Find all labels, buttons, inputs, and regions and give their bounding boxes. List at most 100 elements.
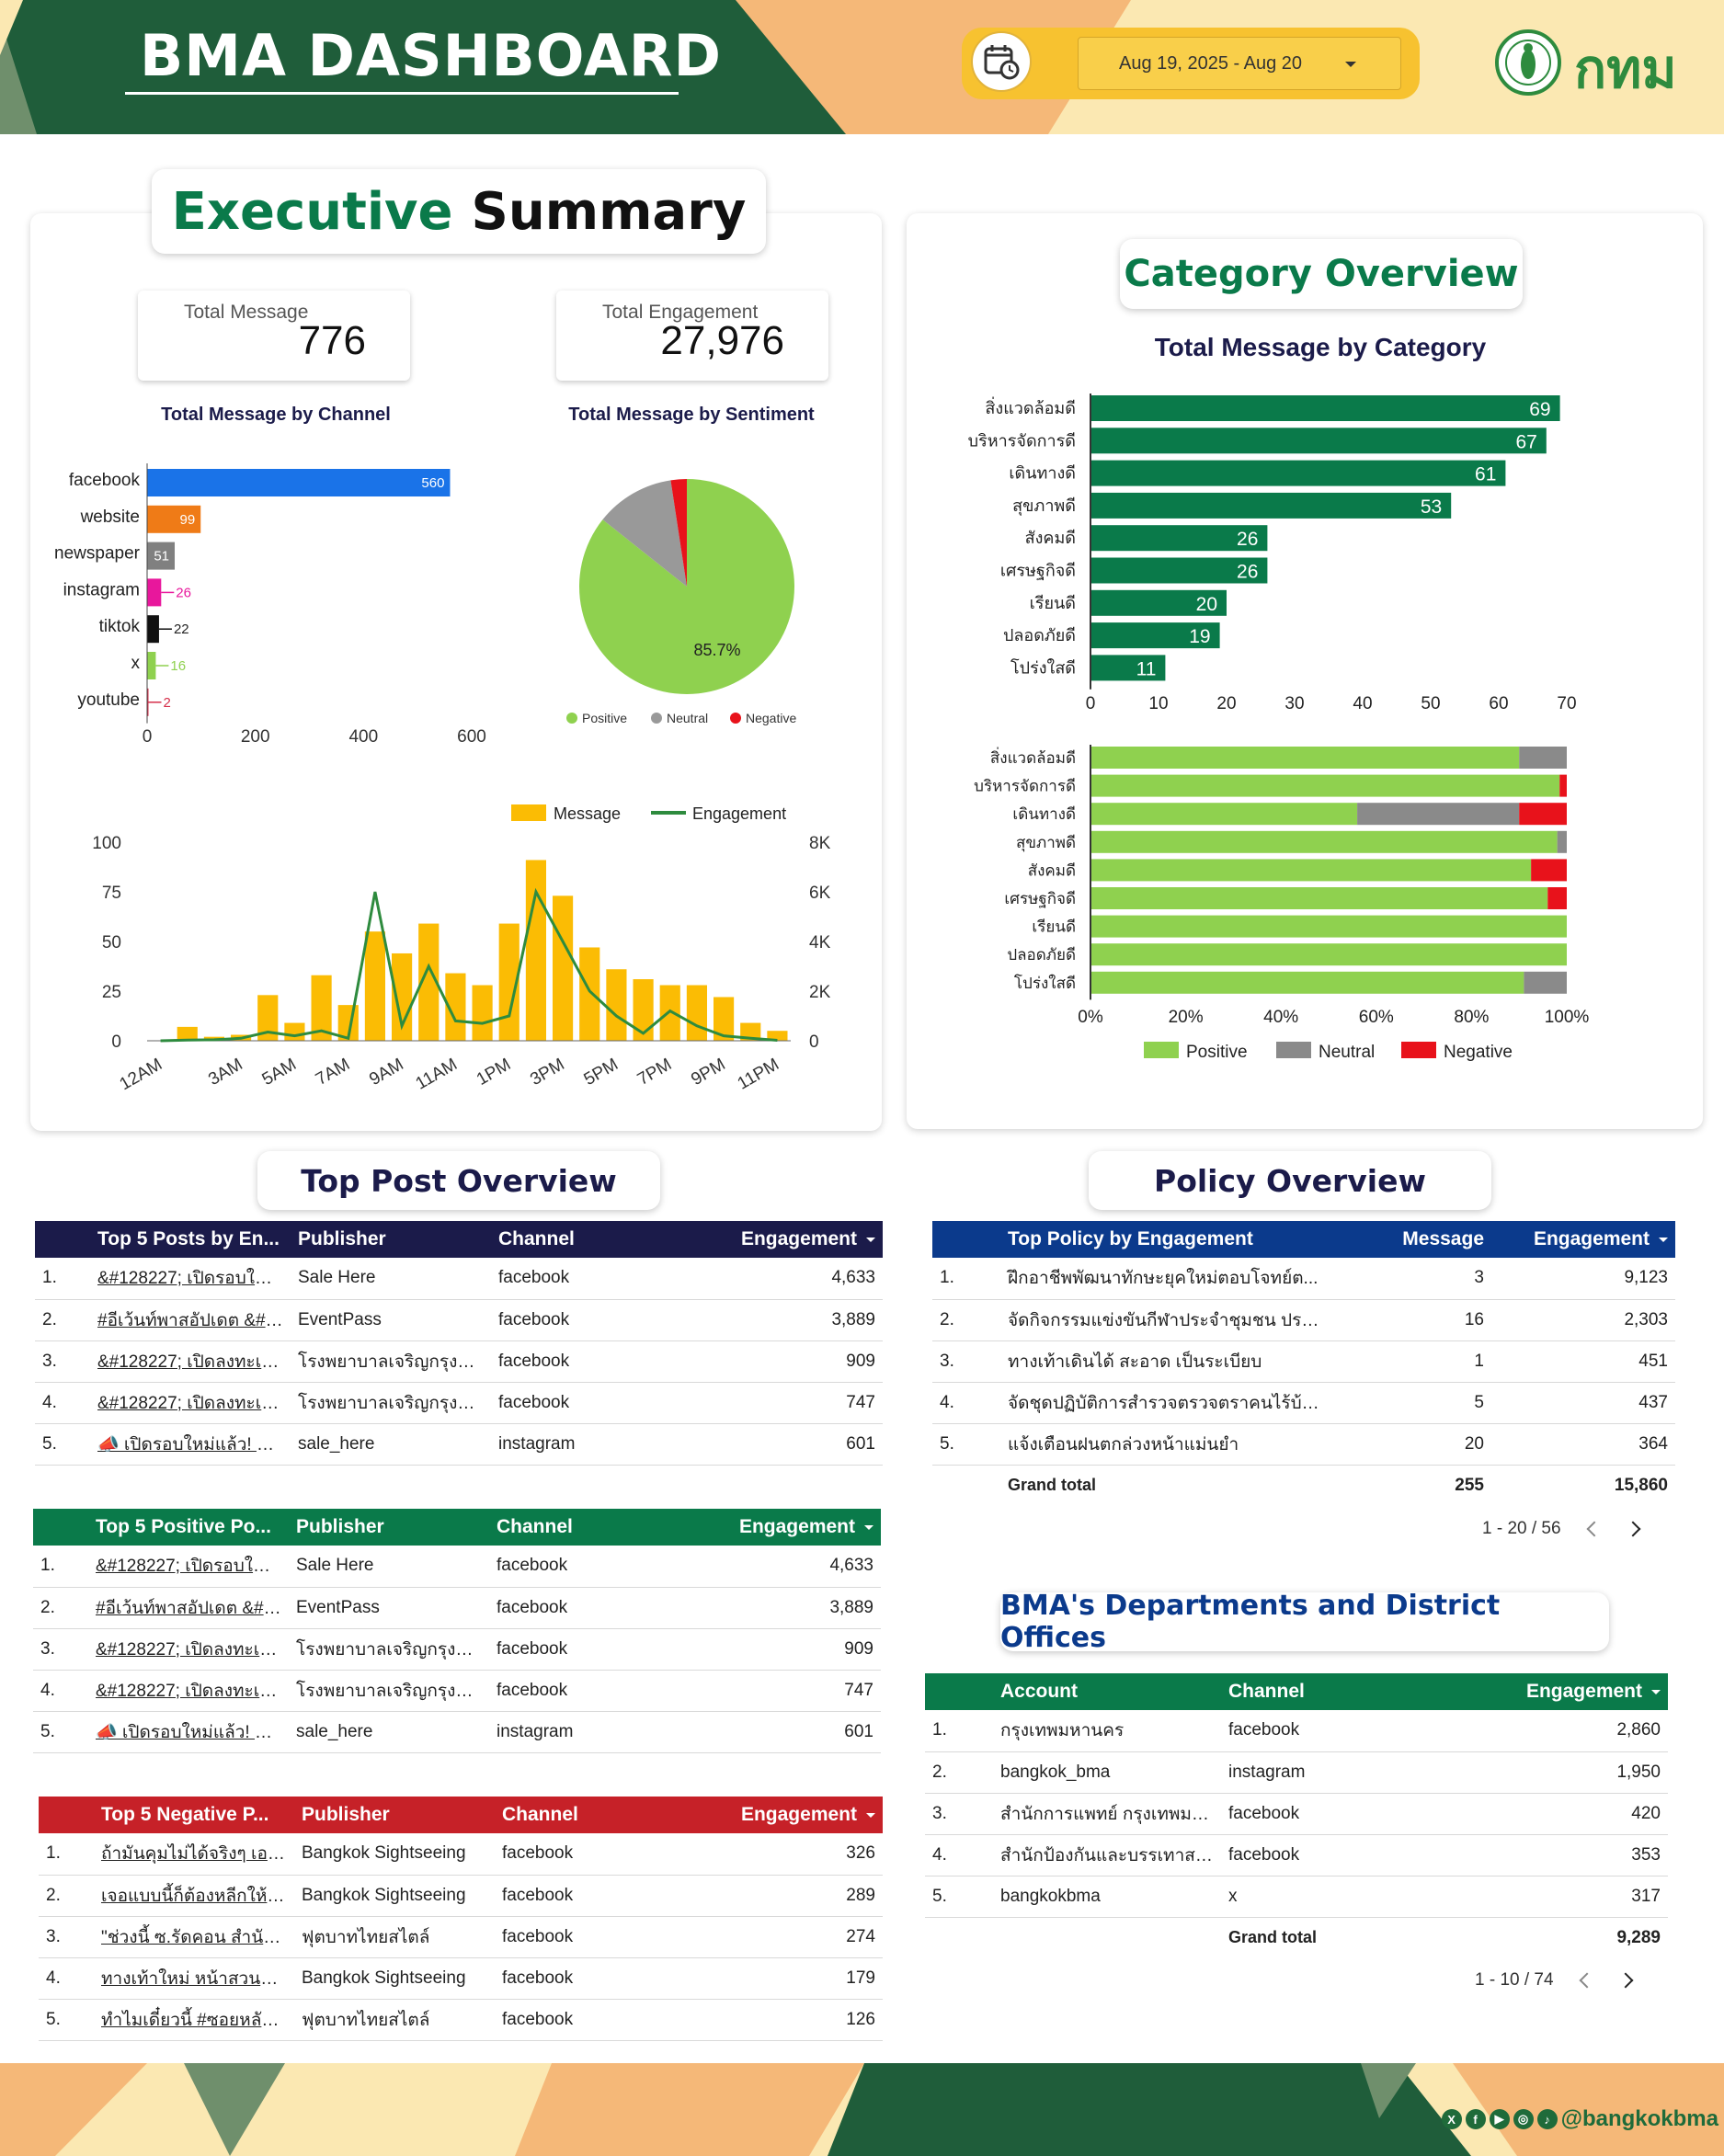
header-engagement-sort[interactable]: Engagement bbox=[1491, 1221, 1675, 1258]
post-link[interactable]: &#128227; เปิดลงทะเบี... bbox=[88, 1628, 289, 1671]
post-link[interactable]: ทางเท้าใหม่ หน้าสวนลุมฯ ... bbox=[94, 1957, 294, 2000]
category-label: โปร่งใสดี bbox=[1010, 657, 1076, 677]
header-message[interactable]: Message bbox=[1402, 1228, 1484, 1249]
table-row[interactable]: 5. 📣 เปิดรอบใหม่แล้ว! 👩‍⚕️... sale_here ins… bbox=[35, 1423, 883, 1466]
post-link[interactable]: &#128227; เปิดรอบใหม... bbox=[88, 1546, 289, 1588]
kpi-total-engagement: Total Engagement 27,976 bbox=[556, 291, 828, 381]
category-label: บริหารจัดการดี bbox=[974, 778, 1076, 795]
hour-tick: 1PM bbox=[474, 1055, 514, 1089]
header-engagement-sort[interactable]: Engagement bbox=[673, 1509, 881, 1546]
stacked-segment-positive bbox=[1090, 887, 1548, 909]
post-link[interactable]: 📣 เปิดรอบใหม่แล้ว! 👩‍⚕️... bbox=[88, 1711, 289, 1753]
header-index bbox=[35, 1221, 90, 1258]
table-row[interactable]: 4. &#128227; เปิดลงทะเบี... โรงพยาบาลเจริญ… bbox=[33, 1670, 881, 1712]
table-row[interactable]: 3. "ช่วงนี้ ซ.รัดคอน สำนักงา... ฟุตบาทไทยส… bbox=[39, 1916, 883, 1958]
header-engagement-sort[interactable]: Engagement bbox=[1484, 1673, 1668, 1710]
header-channel[interactable]: Channel bbox=[498, 1228, 575, 1249]
table-row[interactable]: 1. ถ้ามันคุมไม่ได้จริงๆ เอาเส... Bangkok S… bbox=[39, 1833, 883, 1876]
table-row[interactable]: 1. กรุงเทพมหานคร facebook 2,860 bbox=[925, 1710, 1668, 1752]
post-link[interactable]: &#128227; เปิดลงทะเบี... bbox=[90, 1382, 291, 1424]
post-link[interactable]: #อีเว้นท์พาสอัปเดต &#12... bbox=[88, 1587, 289, 1629]
header-publisher[interactable]: Publisher bbox=[302, 1804, 390, 1825]
table-row[interactable]: 1. ฝึกอาชีพพัฒนาทักษะยุคใหม่ตอบโจทย์ต... 3… bbox=[932, 1258, 1675, 1300]
table-row[interactable]: 3. &#128227; เปิดลงทะเบี... โรงพยาบาลเจริญ… bbox=[33, 1628, 881, 1671]
pie-percent-label: 85.7% bbox=[693, 641, 740, 659]
dashboard-title: BMA DASHBOARD bbox=[140, 22, 722, 89]
header-channel[interactable]: Channel bbox=[1228, 1681, 1305, 1702]
chevron-right-icon[interactable] bbox=[1625, 1521, 1641, 1537]
header-engagement-sort[interactable]: Engagement bbox=[675, 1221, 883, 1258]
facebook-icon[interactable]: f bbox=[1465, 2109, 1486, 2129]
category-label: บริหารจัดการดี bbox=[968, 431, 1076, 450]
table-row[interactable]: 3. &#128227; เปิดลงทะเบี... โรงพยาบาลเจริญ… bbox=[35, 1340, 883, 1383]
post-link[interactable]: ถ้ามันคุมไม่ได้จริงๆ เอาเส... bbox=[94, 1833, 294, 1876]
table-row[interactable]: 1. &#128227; เปิดรอบใหม... Sale Here facebo… bbox=[35, 1258, 883, 1300]
header-post[interactable]: Top 5 Positive Po... bbox=[96, 1516, 271, 1537]
table-row[interactable]: 2. เจอแบบนี้ก็ต้องหลีกให้ไกล... Bangkok Si… bbox=[39, 1875, 883, 1917]
table-row[interactable]: 3.สำนักการแพทย์ กรุงเทพมหานครfacebook420 bbox=[925, 1793, 1668, 1835]
header-account[interactable]: Account bbox=[1000, 1681, 1078, 1702]
left-axis-tick: 25 bbox=[102, 983, 121, 1002]
table-row[interactable]: 4. &#128227; เปิดลงทะเบี... โรงพยาบาลเจริญ… bbox=[35, 1382, 883, 1424]
pagination-range: 1 - 20 / 56 bbox=[1482, 1519, 1561, 1538]
table-row[interactable]: 2. #อีเว้นท์พาสอัปเดต &#12... EventPass fac… bbox=[33, 1587, 881, 1629]
chevron-right-icon[interactable] bbox=[1617, 1972, 1634, 1989]
post-link[interactable]: #อีเว้นท์พาสอัปเดต &#12... bbox=[90, 1299, 291, 1341]
date-range-picker[interactable]: Aug 19, 2025 - Aug 20 bbox=[1078, 37, 1401, 90]
date-range-value: Aug 19, 2025 - Aug 20 bbox=[1119, 52, 1303, 74]
post-link[interactable]: ทำไมเดี๋ยวนี้ #ซอยหลังสว... bbox=[94, 1999, 294, 2041]
header-engagement-sort[interactable]: Engagement bbox=[675, 1797, 883, 1833]
publisher-cell: โรงพยาบาลเจริญกรุงประช... bbox=[289, 1628, 489, 1671]
table-row[interactable]: 1. &#128227; เปิดรอบใหม... Sale Here facebo… bbox=[33, 1546, 881, 1588]
top-post-heading: Top Post Overview bbox=[257, 1151, 660, 1210]
sentiment-chart-title: Total Message by Sentiment bbox=[568, 405, 815, 425]
departments-table: Account Channel Engagement 1. กรุงเทพมหาน… bbox=[925, 1673, 1668, 1958]
table-row[interactable]: 5. ทำไมเดี๋ยวนี้ #ซอยหลังสว... ฟุตบาทไทยสไ… bbox=[39, 1999, 883, 2041]
table-row[interactable]: 5. แจ้งเตือนฝนตกล่วงหน้าแม่นยำ 20 364 bbox=[932, 1423, 1675, 1466]
x-icon[interactable]: X bbox=[1441, 2109, 1462, 2129]
bma-wordmark: กทม bbox=[1574, 40, 1677, 99]
pie-slice-negative bbox=[670, 479, 687, 587]
post-link[interactable]: 📣 เปิดรอบใหม่แล้ว! 👩‍⚕️... bbox=[90, 1423, 291, 1466]
header-channel[interactable]: Channel bbox=[497, 1516, 573, 1537]
publisher-cell: Bangkok Sightseeing bbox=[294, 1957, 495, 2000]
post-link[interactable]: "ช่วงนี้ ซ.รัดคอน สำนักงา... bbox=[94, 1916, 294, 1958]
table-row[interactable]: 4.สำนักป้องกันและบรรเทาสาธาร...facebook3… bbox=[925, 1834, 1668, 1877]
header-policy[interactable]: Top Policy by Engagement bbox=[1008, 1228, 1253, 1249]
calendar-icon[interactable] bbox=[971, 31, 1032, 92]
table-row[interactable]: 4. จัดชุดปฏิบัติการสำรวจตรวจตราคนไร้บ้า..… bbox=[932, 1382, 1675, 1424]
table-row[interactable]: 5. bangkokbma x 317 bbox=[925, 1876, 1668, 1918]
grand-total-engagement: 9,289 bbox=[1616, 1927, 1661, 1947]
table-row[interactable]: 4. ทางเท้าใหม่ หน้าสวนลุมฯ ... Bangkok Sig… bbox=[39, 1957, 883, 2000]
channel-bar bbox=[147, 505, 201, 533]
post-link[interactable]: &#128227; เปิดลงทะเบี... bbox=[88, 1670, 289, 1712]
header-post[interactable]: Top 5 Posts by En... bbox=[97, 1228, 280, 1249]
header-publisher[interactable]: Publisher bbox=[298, 1228, 386, 1249]
header-publisher[interactable]: Publisher bbox=[296, 1516, 384, 1537]
legend-label-message: Message bbox=[554, 804, 621, 823]
youtube-icon[interactable]: ▶ bbox=[1489, 2109, 1510, 2129]
table-row[interactable]: 2. จัดกิจกรรมแข่งขันกีฬาประจำชุมชน ประ...… bbox=[932, 1299, 1675, 1341]
chevron-left-icon[interactable] bbox=[1586, 1521, 1603, 1537]
post-link[interactable]: &#128227; เปิดลงทะเบี... bbox=[90, 1340, 291, 1383]
header-post[interactable]: Top 5 Negative P... bbox=[101, 1804, 269, 1825]
engagement-cell: 179 bbox=[675, 1957, 883, 2000]
tiktok-icon[interactable]: ♪ bbox=[1536, 2109, 1558, 2129]
engagement-cell: 353 bbox=[1484, 1834, 1668, 1877]
category-label: เรียนดี bbox=[1032, 918, 1076, 936]
chevron-left-icon[interactable] bbox=[1579, 1972, 1595, 1989]
table-row[interactable]: 3. ทางเท้าเดินได้ สะอาด เป็นระเบียบ 1 451 bbox=[932, 1340, 1675, 1383]
table-row[interactable]: 2. bangkok_bma instagram 1,950 bbox=[925, 1751, 1668, 1794]
channel-cell: instagram bbox=[1221, 1751, 1484, 1794]
message-bar bbox=[659, 985, 680, 1041]
left-axis-tick: 0 bbox=[111, 1032, 121, 1052]
message-bar bbox=[472, 985, 493, 1041]
post-link[interactable]: &#128227; เปิดรอบใหม... bbox=[90, 1258, 291, 1300]
header-channel[interactable]: Channel bbox=[502, 1804, 578, 1825]
publisher-cell: โรงพยาบาลเจริญกรุงประช... bbox=[291, 1340, 491, 1383]
table-row[interactable]: 5. 📣 เปิดรอบใหม่แล้ว! 👩‍⚕️... sale_here ins… bbox=[33, 1711, 881, 1753]
table-row[interactable]: 2. #อีเว้นท์พาสอัปเดต &#12... EventPass fac… bbox=[35, 1299, 883, 1341]
instagram-icon[interactable]: ◎ bbox=[1513, 2109, 1534, 2129]
sentiment-pie-chart: 85.7% Positive Neutral Negative bbox=[566, 479, 796, 725]
post-link[interactable]: เจอแบบนี้ก็ต้องหลีกให้ไกล... bbox=[94, 1875, 294, 1917]
